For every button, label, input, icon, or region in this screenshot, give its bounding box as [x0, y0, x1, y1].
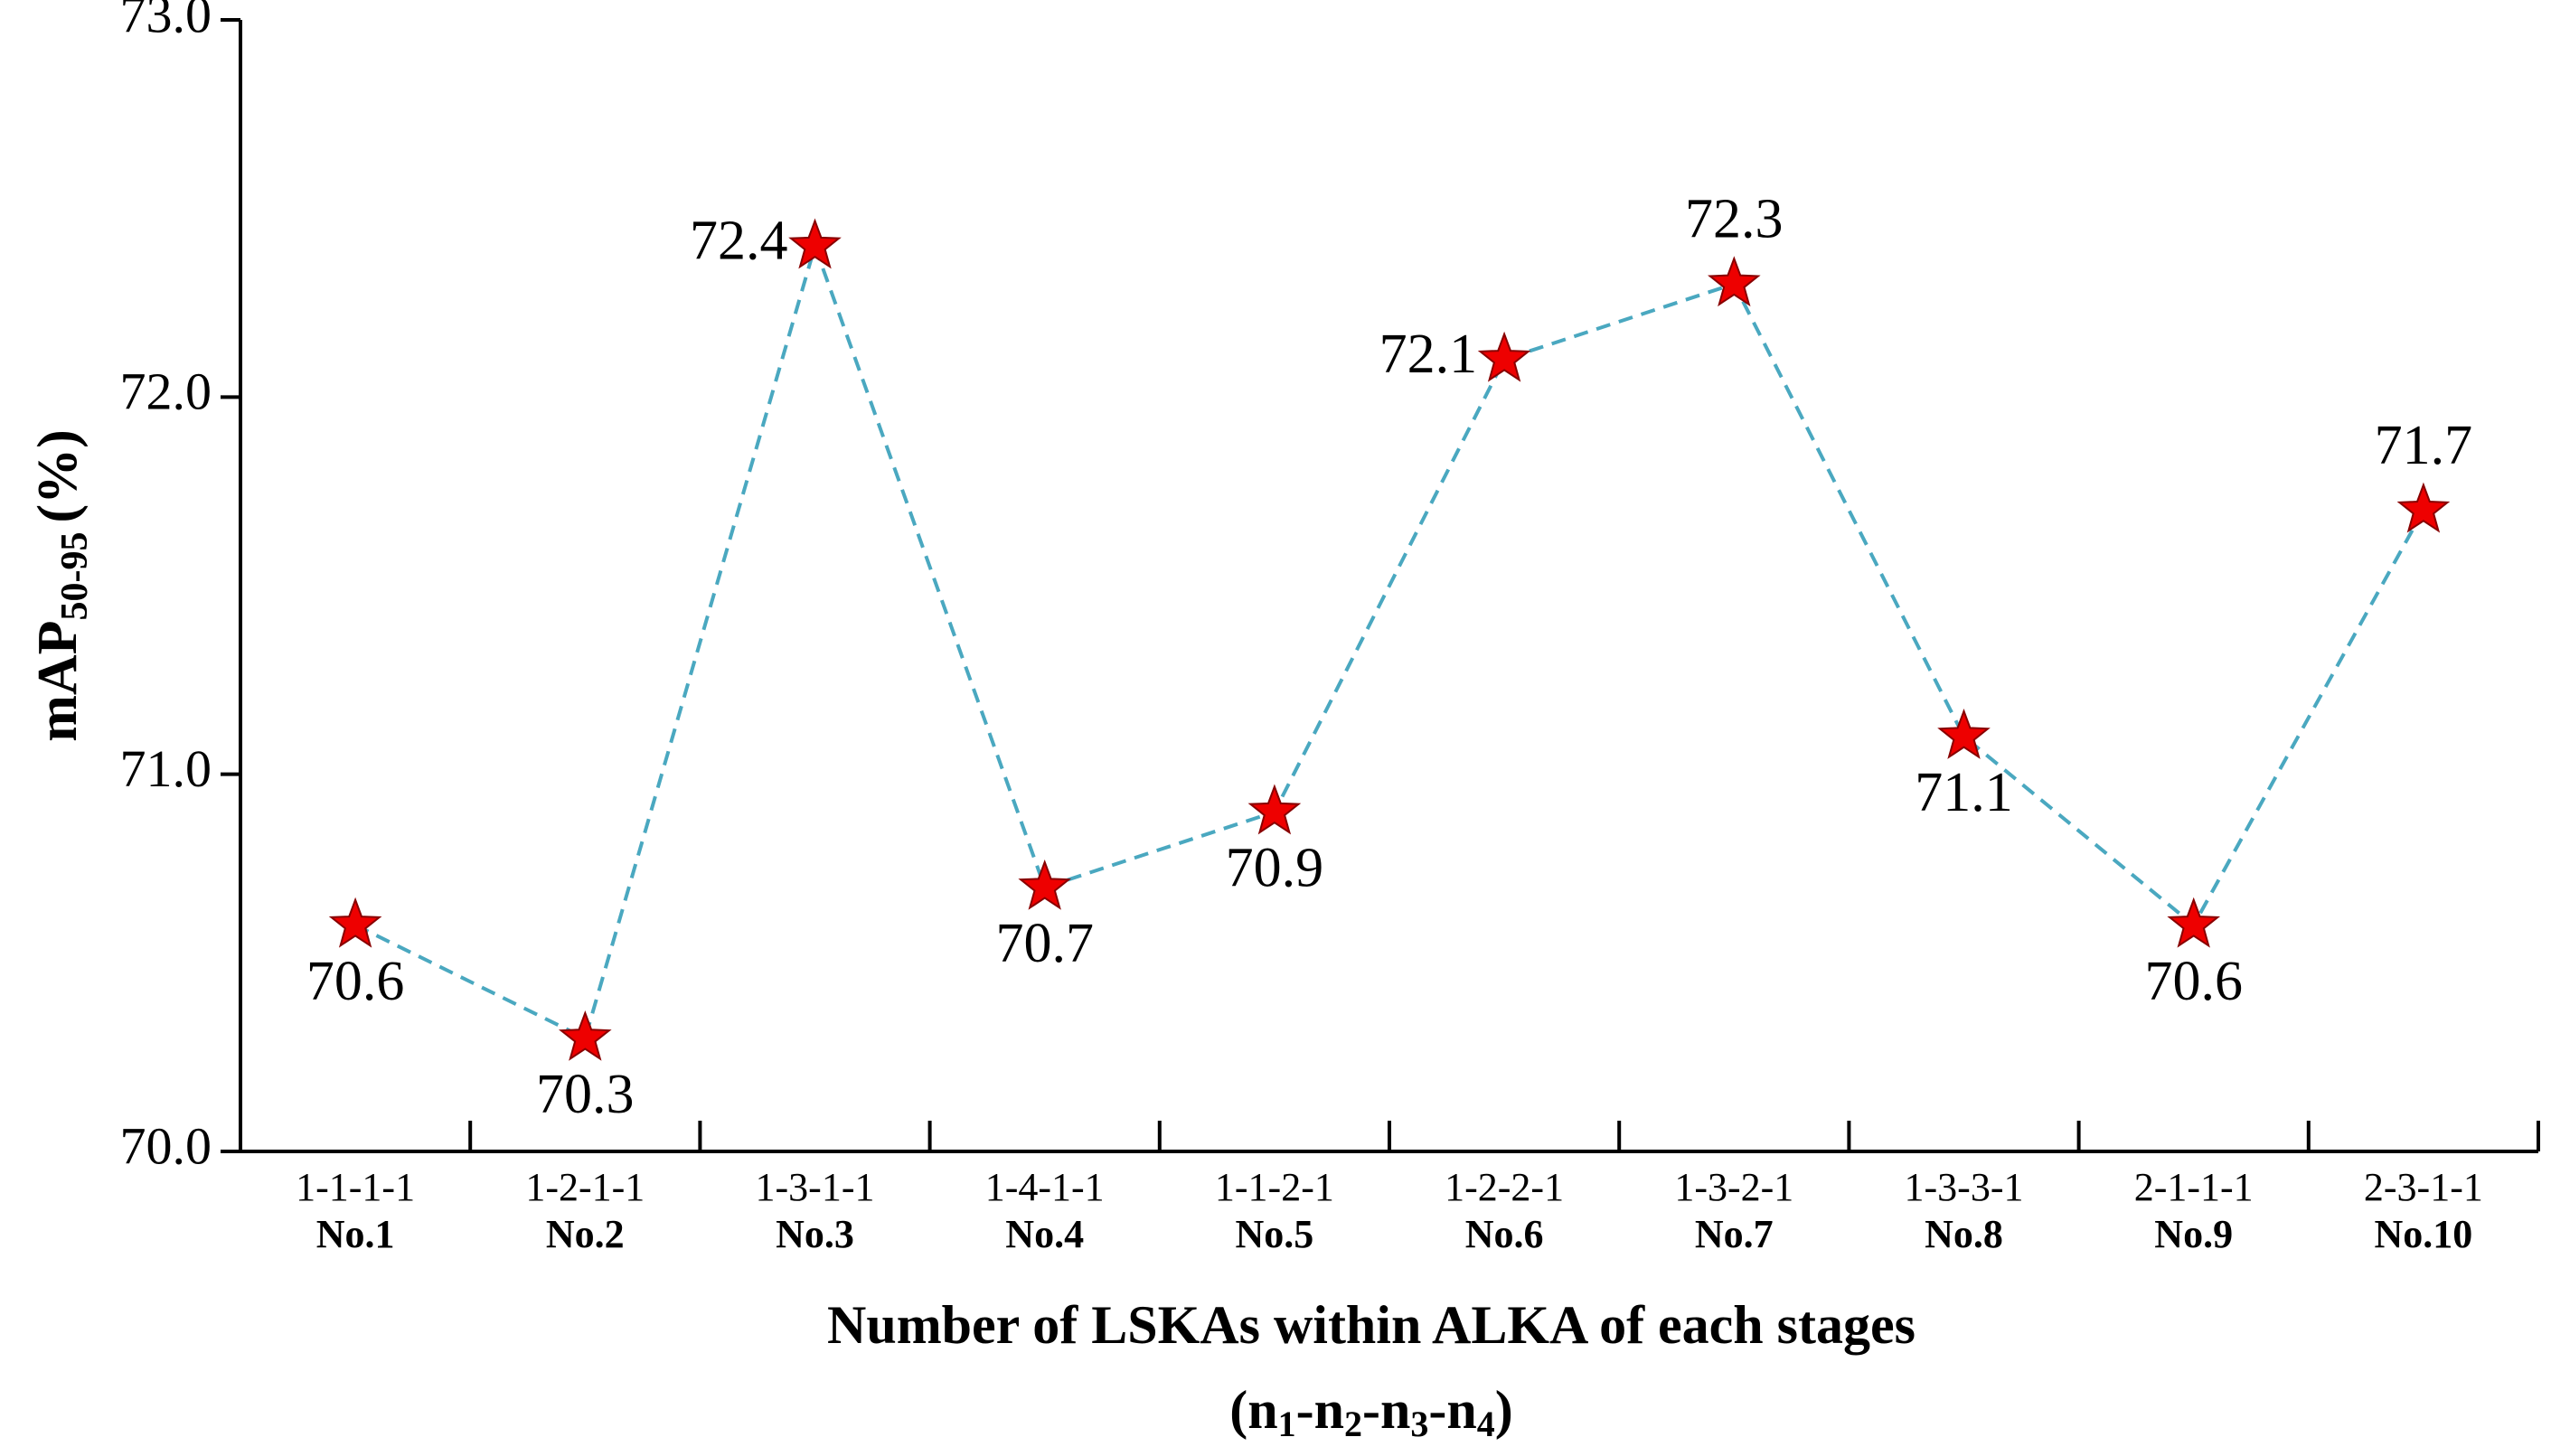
x-tick-label: No.10 — [2375, 1212, 2473, 1256]
star-marker — [2396, 482, 2451, 533]
x-tick-label: No.7 — [1695, 1212, 1774, 1256]
star-marker — [1707, 256, 1761, 307]
x-axis-subtitle-part: 3 — [1410, 1404, 1428, 1444]
x-axis-subtitle-part: -n — [1362, 1380, 1410, 1440]
x-code-label: 1-2-1-1 — [525, 1165, 645, 1209]
y-axis-title-main: mAP — [27, 621, 89, 742]
x-axis-title: Number of LSKAs within ALKA of each stag… — [827, 1295, 1916, 1355]
x-tick-label: No.2 — [546, 1212, 625, 1256]
star-marker — [558, 1010, 612, 1061]
star-marker — [2167, 897, 2221, 948]
x-axis-subtitle-part: 1 — [1278, 1404, 1296, 1444]
data-label: 72.4 — [690, 211, 788, 272]
star-marker — [1018, 860, 1072, 910]
data-label: 70.7 — [995, 913, 1094, 974]
x-axis-subtitle-part: (n — [1229, 1380, 1277, 1440]
star-marker — [1247, 784, 1302, 835]
x-code-label: 1-2-2-1 — [1445, 1165, 1564, 1209]
x-code-label: 1-1-1-1 — [296, 1165, 415, 1209]
x-code-label: 1-3-2-1 — [1674, 1165, 1793, 1209]
data-label: 70.6 — [2144, 951, 2243, 1012]
x-code-label: 2-1-1-1 — [2134, 1165, 2254, 1209]
x-code-label: 1-4-1-1 — [985, 1165, 1105, 1209]
series-line — [354, 240, 2425, 1041]
x-code-label: 2-3-1-1 — [2364, 1165, 2483, 1209]
y-tick-label: 72.0 — [120, 362, 212, 421]
x-tick-label: No.6 — [1465, 1212, 1544, 1256]
x-code-label: 1-3-3-1 — [1905, 1165, 2024, 1209]
y-tick-label: 73.0 — [120, 0, 212, 43]
star-marker — [788, 218, 842, 269]
data-label: 71.7 — [2375, 415, 2473, 476]
data-label: 72.1 — [1379, 324, 1478, 385]
y-axis-title-sub: 50-95 — [54, 532, 96, 621]
x-code-label: 1-3-1-1 — [756, 1165, 875, 1209]
data-label: 70.3 — [536, 1064, 635, 1125]
x-axis-subtitle: (n1-n2-n3-n4) — [1229, 1380, 1512, 1444]
x-axis-subtitle-part: -n — [1296, 1380, 1344, 1440]
x-tick-label: No.8 — [1925, 1212, 2003, 1256]
data-label: 70.6 — [306, 951, 405, 1012]
star-marker — [328, 897, 382, 948]
x-tick-label: No.3 — [776, 1212, 854, 1256]
y-axis-title-suffix: (%) — [27, 429, 89, 522]
data-label: 72.3 — [1685, 188, 1784, 249]
data-label: 70.9 — [1226, 838, 1324, 899]
x-axis-subtitle-part: 4 — [1477, 1404, 1495, 1444]
x-axis-subtitle-part: -n — [1428, 1380, 1476, 1440]
x-code-label: 1-1-2-1 — [1215, 1165, 1334, 1209]
x-axis-subtitle-part: ) — [1495, 1380, 1513, 1440]
x-tick-label: No.5 — [1236, 1212, 1314, 1256]
star-marker — [1477, 331, 1531, 382]
star-marker — [1937, 709, 1991, 759]
x-tick-label: No.1 — [316, 1212, 395, 1256]
y-tick-label: 71.0 — [120, 739, 212, 798]
x-tick-label: No.9 — [2154, 1212, 2233, 1256]
x-axis-subtitle-part: 2 — [1344, 1404, 1362, 1444]
y-axis-title: mAP50-95 (%) — [27, 429, 95, 742]
x-tick-label: No.4 — [1005, 1212, 1084, 1256]
y-tick-label: 70.0 — [120, 1116, 212, 1175]
data-label: 71.1 — [1915, 762, 2013, 823]
